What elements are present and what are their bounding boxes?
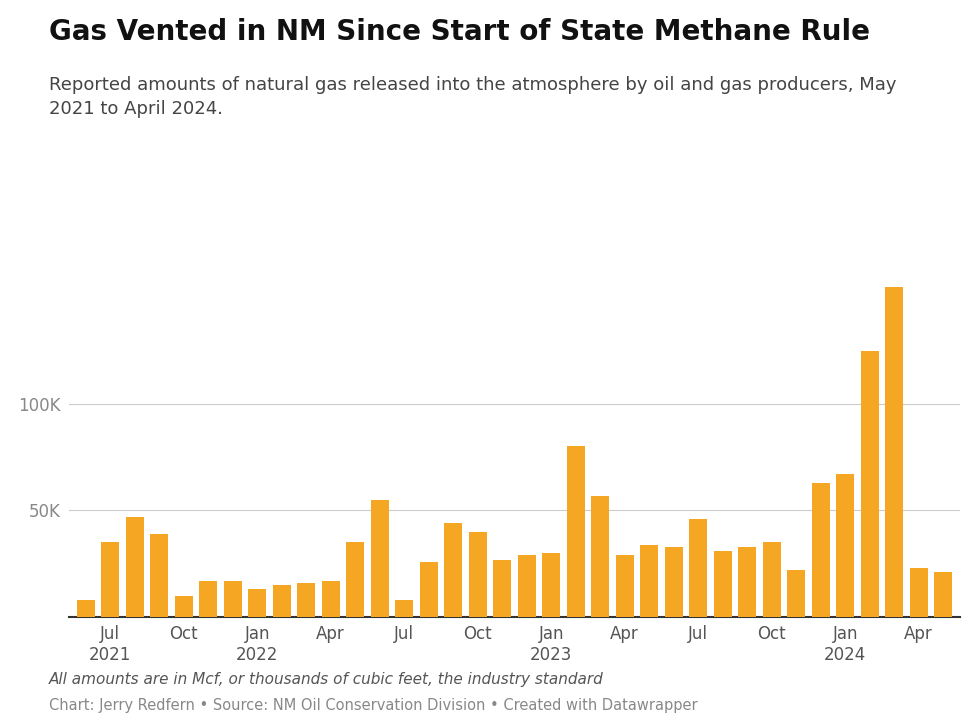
Text: Chart: Jerry Redfern • Source: NM Oil Conservation Division • Created with Dataw: Chart: Jerry Redfern • Source: NM Oil Co…: [49, 698, 698, 714]
Text: Reported amounts of natural gas released into the atmosphere by oil and gas prod: Reported amounts of natural gas released…: [49, 76, 897, 118]
Bar: [591, 496, 610, 617]
Bar: [419, 562, 438, 617]
Bar: [542, 553, 561, 617]
Bar: [885, 287, 904, 617]
Bar: [836, 474, 855, 617]
Text: Gas Vented in NM Since Start of State Methane Rule: Gas Vented in NM Since Start of State Me…: [49, 18, 870, 46]
Bar: [395, 600, 414, 617]
Bar: [321, 581, 340, 617]
Bar: [493, 560, 512, 617]
Bar: [762, 542, 781, 617]
Bar: [101, 542, 120, 617]
Text: All amounts are in Mcf, or thousands of cubic feet, the industry standard: All amounts are in Mcf, or thousands of …: [49, 672, 604, 687]
Bar: [174, 596, 193, 617]
Bar: [615, 555, 634, 617]
Bar: [787, 570, 806, 617]
Bar: [909, 568, 928, 617]
Bar: [664, 547, 683, 617]
Bar: [223, 581, 242, 617]
Bar: [199, 581, 218, 617]
Bar: [125, 517, 144, 617]
Bar: [150, 534, 169, 617]
Bar: [248, 590, 267, 617]
Bar: [860, 351, 879, 617]
Bar: [689, 519, 708, 617]
Bar: [713, 551, 732, 617]
Bar: [640, 544, 659, 617]
Bar: [811, 483, 830, 617]
Bar: [272, 585, 291, 617]
Bar: [76, 600, 95, 617]
Bar: [566, 446, 585, 617]
Bar: [370, 499, 389, 617]
Bar: [738, 547, 757, 617]
Bar: [346, 542, 365, 617]
Bar: [444, 523, 463, 617]
Bar: [934, 572, 953, 617]
Bar: [517, 555, 536, 617]
Bar: [297, 583, 316, 617]
Bar: [468, 531, 487, 617]
